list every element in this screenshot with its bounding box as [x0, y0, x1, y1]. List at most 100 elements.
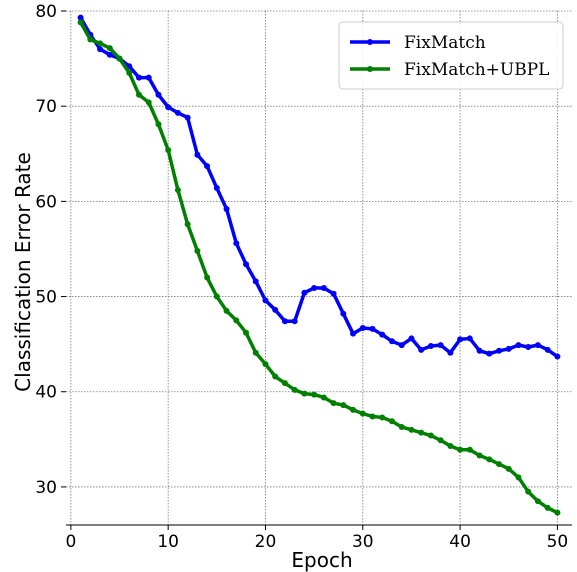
x-tick-label: 50: [547, 532, 569, 552]
data-point: [457, 336, 464, 343]
data-point: [350, 330, 357, 337]
data-point: [544, 504, 551, 511]
data-point: [379, 414, 386, 421]
data-point: [369, 325, 376, 332]
data-point: [87, 36, 94, 43]
data-point: [233, 317, 240, 324]
data-point: [223, 205, 230, 212]
data-point: [174, 186, 181, 193]
data-point: [311, 391, 318, 398]
data-point: [515, 474, 522, 481]
data-point: [388, 338, 395, 345]
data-point: [359, 324, 366, 331]
data-point: [496, 461, 503, 468]
data-point: [106, 51, 113, 58]
y-axis-title: Classification Error Rate: [11, 152, 35, 392]
data-point: [184, 221, 191, 228]
y-tick-label: 60: [35, 192, 57, 212]
data-point: [457, 446, 464, 453]
data-point: [320, 394, 327, 401]
data-point: [330, 400, 337, 407]
series-line: [78, 20, 560, 515]
series-1: [77, 14, 561, 360]
data-point: [534, 342, 541, 349]
x-tick-label: 40: [449, 532, 471, 552]
legend-marker: [367, 39, 373, 45]
data-point: [165, 146, 172, 153]
data-point: [369, 413, 376, 420]
x-tick-label: 0: [65, 532, 76, 552]
data-point: [408, 335, 415, 342]
data-point: [418, 429, 425, 436]
data-point: [97, 40, 104, 47]
data-point: [243, 261, 250, 268]
grid-lines: [66, 10, 572, 525]
data-point: [252, 349, 259, 356]
data-point: [194, 151, 201, 158]
data-point: [505, 345, 512, 352]
data-point: [388, 418, 395, 425]
data-point: [486, 350, 493, 357]
data-point: [301, 390, 308, 397]
data-point: [174, 109, 181, 116]
legend-box: [338, 21, 564, 90]
data-point: [301, 289, 308, 296]
data-point: [97, 46, 104, 53]
data-point: [106, 45, 113, 52]
data-point: [505, 465, 512, 472]
data-point: [330, 290, 337, 297]
legend-label: FixMatch: [404, 33, 486, 53]
data-point: [320, 284, 327, 291]
legend: FixMatch FixMatch+UBPL: [338, 21, 564, 90]
y-tick-label: 40: [35, 383, 57, 403]
data-point: [476, 452, 483, 459]
data-point: [155, 121, 162, 128]
data-point: [496, 347, 503, 354]
data-point: [534, 498, 541, 505]
data-point: [262, 297, 269, 304]
series: [77, 14, 561, 516]
data-point: [155, 91, 162, 98]
data-point: [204, 274, 211, 281]
legend-marker: [367, 66, 373, 72]
data-point: [466, 335, 473, 342]
data-point: [252, 278, 259, 285]
data-point: [466, 446, 473, 453]
data-point: [554, 353, 561, 360]
data-point: [437, 342, 444, 349]
data-point: [213, 293, 220, 300]
data-point: [311, 284, 318, 291]
data-point: [291, 386, 298, 393]
data-point: [272, 373, 279, 380]
data-point: [281, 318, 288, 325]
data-point: [486, 456, 493, 463]
data-point: [437, 437, 444, 444]
data-point: [340, 310, 347, 317]
data-point: [359, 410, 366, 417]
data-point: [126, 69, 133, 76]
data-point: [204, 163, 211, 170]
x-tick-label: 30: [352, 532, 374, 552]
data-point: [447, 442, 454, 449]
data-point: [427, 432, 434, 439]
data-point: [145, 74, 152, 81]
data-point: [476, 347, 483, 354]
y-tick-label: 80: [35, 2, 57, 22]
data-point: [350, 406, 357, 413]
data-point: [525, 344, 532, 351]
data-point: [281, 380, 288, 387]
y-tick-label: 30: [35, 478, 57, 498]
data-point: [194, 247, 201, 254]
data-point: [379, 331, 386, 338]
legend-label: FixMatch+UBPL: [404, 60, 549, 80]
data-point: [233, 240, 240, 247]
data-point: [515, 342, 522, 349]
data-point: [165, 104, 172, 111]
tick-labels: 0 10 20 30 40 50 30 40 50 60 70 80: [35, 2, 568, 552]
data-point: [145, 99, 152, 106]
y-tick-label: 50: [35, 288, 57, 308]
y-tick-label: 70: [35, 97, 57, 117]
data-point: [272, 306, 279, 313]
data-point: [77, 19, 84, 26]
data-point: [427, 343, 434, 350]
